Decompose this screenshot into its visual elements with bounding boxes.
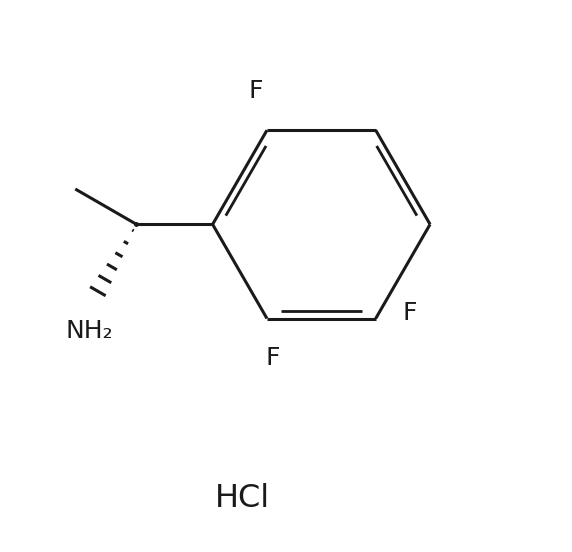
- Text: F: F: [403, 301, 418, 325]
- Text: F: F: [265, 346, 280, 370]
- Text: F: F: [249, 79, 263, 103]
- Text: HCl: HCl: [215, 484, 270, 514]
- Text: NH₂: NH₂: [65, 319, 113, 343]
